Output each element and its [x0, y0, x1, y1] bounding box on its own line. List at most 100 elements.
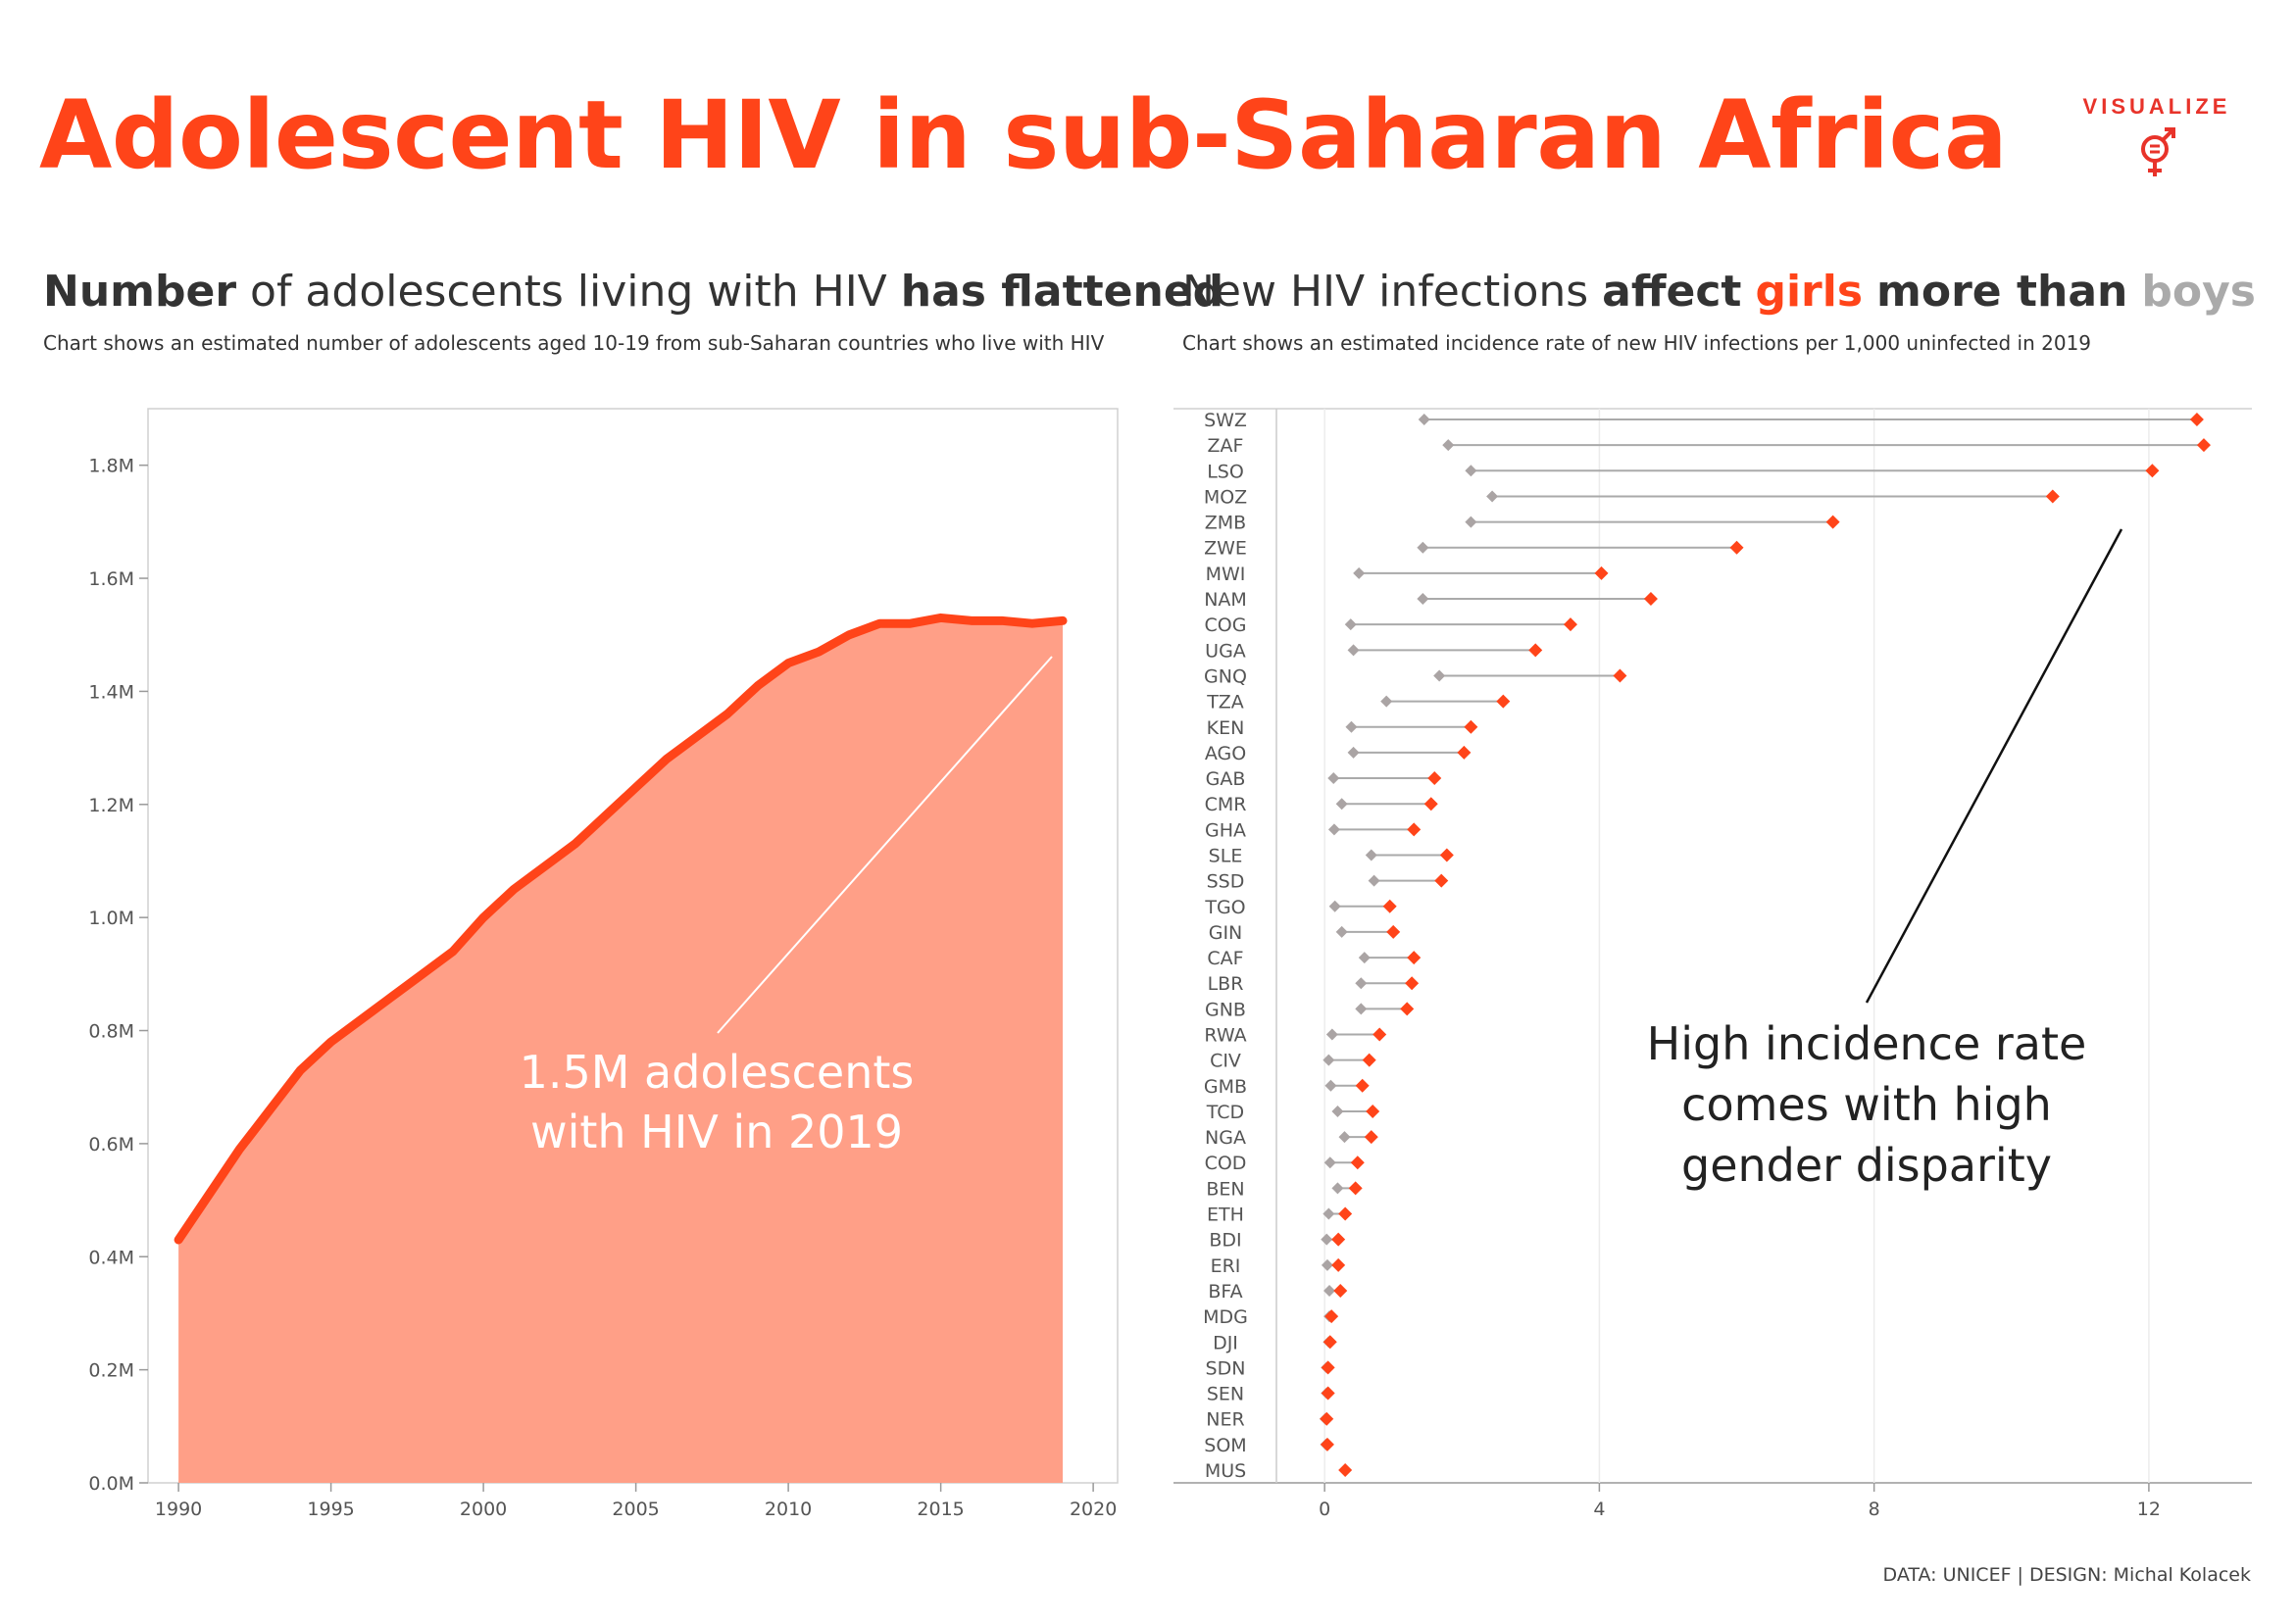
girls-marker [1373, 1027, 1387, 1042]
boys-marker [1321, 1233, 1333, 1246]
country-row: MDG [1203, 1306, 1339, 1328]
girls-marker [1563, 617, 1577, 632]
country-row: ZMB [1205, 513, 1840, 534]
gender-equality-icon [2141, 127, 2175, 176]
girls-marker [2045, 489, 2060, 504]
girls-marker [1382, 899, 1397, 913]
girls-marker [1321, 1386, 1335, 1401]
boys-marker [1368, 874, 1380, 887]
annotation-pointer [1865, 528, 2123, 1004]
girls-marker [1320, 1411, 1334, 1426]
girls-marker [2145, 464, 2160, 478]
country-label: COG [1205, 615, 1247, 636]
boys-marker [1358, 952, 1371, 964]
country-row: DJI [1213, 1332, 1337, 1353]
girls-marker [1364, 1130, 1378, 1145]
annotation-connector [717, 656, 1053, 1034]
girls-marker [1594, 566, 1609, 580]
right-x-axis: 0 4 8 12 [1319, 409, 2161, 1520]
country-label: TGO [1204, 897, 1245, 918]
girls-marker [1323, 1335, 1337, 1350]
boys-marker [1321, 1258, 1333, 1271]
boys-marker [1325, 1028, 1338, 1041]
country-label: UGA [1205, 640, 1246, 662]
country-row: ETH [1207, 1205, 1353, 1226]
country-row: GNB [1205, 999, 1415, 1020]
girls-marker [1427, 771, 1442, 786]
country-label: BDI [1209, 1230, 1241, 1252]
boys-marker [1324, 1079, 1337, 1092]
country-row: NGA [1205, 1127, 1378, 1149]
left-y-axis: 0.0M 0.2M 0.4M 0.6M 0.8M 1.0M 1.2M 1.4M 1.6M 1.8M [88, 456, 148, 1495]
girls-marker [1331, 1257, 1346, 1272]
country-label: SLE [1209, 845, 1243, 866]
annotation-line-2: with HIV in 2019 [530, 1106, 903, 1158]
girls-marker [1362, 1053, 1376, 1067]
y-tick-label: 0.0M [88, 1473, 134, 1495]
dumbbell-rows: SWZ ZAF LSO MOZ ZMB ZWE MWI NAM COG UGA GNQ TZA KEN A… [1203, 410, 2211, 1482]
country-row: GMB [1204, 1076, 1370, 1098]
girls-marker [1464, 719, 1478, 734]
girls-marker [1338, 1206, 1353, 1221]
boys-marker [1331, 1105, 1344, 1117]
boys-marker [1417, 541, 1429, 554]
area-fill [178, 617, 1064, 1483]
country-label: CIV [1210, 1051, 1241, 1072]
country-label: MWI [1206, 564, 1246, 585]
girls-marker [1355, 1078, 1370, 1093]
x-tick-label: 2000 [460, 1499, 507, 1520]
girls-marker [1321, 1360, 1335, 1375]
country-label: RWA [1204, 1025, 1246, 1047]
x-tick-label: 2010 [765, 1499, 812, 1520]
country-label: SOM [1204, 1435, 1246, 1456]
boys-marker [1442, 439, 1455, 452]
country-label: GNB [1205, 999, 1246, 1020]
country-label: ETH [1207, 1205, 1244, 1226]
country-row: MOZ [1204, 486, 2060, 508]
boys-marker [1331, 1182, 1344, 1195]
country-row: COD [1205, 1153, 1365, 1174]
x-tick-label: 4 [1593, 1499, 1605, 1520]
girls-marker [1338, 1463, 1353, 1477]
country-row: SSD [1207, 871, 1449, 893]
country-row: SEN [1207, 1384, 1335, 1405]
country-row: GNQ [1204, 665, 1627, 687]
country-label: GNQ [1204, 665, 1247, 687]
country-label: MOZ [1204, 486, 1247, 508]
y-tick-label: 0.2M [88, 1360, 134, 1382]
country-label: LBR [1208, 973, 1244, 995]
boys-marker [1335, 798, 1348, 811]
country-label: TCD [1206, 1102, 1244, 1123]
country-label: COD [1205, 1153, 1247, 1174]
country-label: GHA [1205, 819, 1246, 841]
girls-marker [1457, 745, 1472, 760]
girls-marker [1331, 1232, 1346, 1247]
country-label: ZWE [1204, 538, 1247, 560]
country-row: BDI [1209, 1230, 1346, 1252]
country-row: TZA [1206, 692, 1511, 713]
left-x-axis: 1990 1995 2000 2005 2010 2015 2020 [155, 1483, 1117, 1520]
girls-marker [2189, 413, 2204, 426]
country-label: NER [1206, 1409, 1244, 1431]
country-label: NAM [1204, 589, 1247, 611]
girls-marker [1439, 848, 1454, 862]
x-tick-label: 2020 [1070, 1499, 1117, 1520]
country-label: SWZ [1204, 410, 1247, 431]
girls-marker [1528, 643, 1543, 658]
country-row: AGO [1205, 743, 1472, 764]
boys-marker [1323, 1284, 1336, 1297]
girls-marker [1729, 540, 1744, 555]
x-tick-label: 2015 [917, 1499, 964, 1520]
boys-marker [1465, 465, 1477, 477]
boys-marker [1328, 900, 1341, 912]
logo: VISUALIZE [2059, 94, 2255, 192]
girls-marker [1423, 797, 1438, 812]
country-row: KEN [1207, 717, 1478, 739]
country-row: SDN [1206, 1357, 1335, 1379]
country-label: AGO [1205, 743, 1246, 764]
boys-marker [1345, 720, 1358, 733]
footer-credits: DATA: UNICEF | DESIGN: Michal Kolacek [1882, 1564, 2251, 1586]
annotation-line-2: comes with high [1681, 1078, 2052, 1131]
x-tick-label: 1995 [307, 1499, 354, 1520]
country-label: GMB [1204, 1076, 1247, 1098]
